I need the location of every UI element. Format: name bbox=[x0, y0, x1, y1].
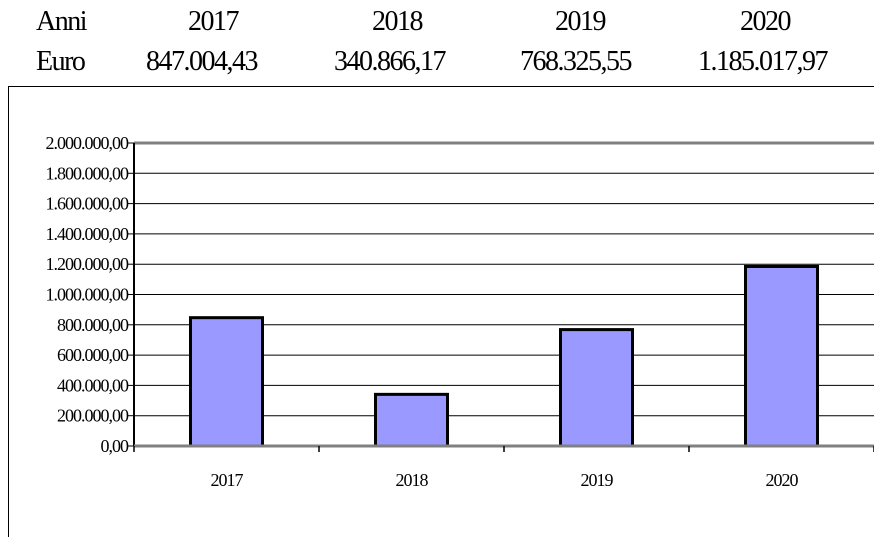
y-tick-label: 1.200.000,00 bbox=[46, 254, 130, 274]
y-tick-label: 1.000.000,00 bbox=[46, 285, 130, 305]
year-2018: 2018 bbox=[372, 6, 424, 37]
amount-2019: 768.325,55 bbox=[520, 46, 633, 77]
amount-2020: 1.185.017,97 bbox=[698, 46, 829, 77]
year-2020: 2020 bbox=[740, 6, 792, 37]
x-tick-label: 2017 bbox=[211, 470, 244, 490]
y-tick-label: 1.600.000,00 bbox=[46, 194, 130, 214]
chart-frame bbox=[8, 86, 874, 537]
bar-2018 bbox=[374, 392, 449, 448]
x-tick-labels: 2017 2018 2019 2020 bbox=[211, 470, 800, 490]
y-tick-label: 2.000.000,00 bbox=[46, 133, 130, 153]
x-tick-label: 2020 bbox=[766, 470, 799, 490]
bar-2017 bbox=[189, 316, 264, 448]
year-2019: 2019 bbox=[555, 6, 607, 37]
y-tick-label: 600.000,00 bbox=[57, 345, 129, 365]
bar-2019 bbox=[559, 328, 634, 448]
y-tick-label: 1.800.000,00 bbox=[46, 163, 130, 183]
y-tick-label: 200.000,00 bbox=[57, 406, 129, 426]
amount-2018: 340.866,17 bbox=[334, 46, 447, 77]
x-tick-label: 2018 bbox=[396, 470, 429, 490]
year-2017: 2017 bbox=[188, 6, 240, 37]
y-tick-label: 0,00 bbox=[101, 436, 130, 456]
y-tick-label: 400.000,00 bbox=[57, 375, 129, 395]
bar-2020 bbox=[744, 264, 819, 448]
y-tick-label: 1.400.000,00 bbox=[46, 224, 130, 244]
axes bbox=[133, 143, 874, 452]
y-tick-label: 800.000,00 bbox=[57, 315, 129, 335]
header-label: Anni bbox=[36, 6, 88, 37]
amount-2017: 847.004,43 bbox=[146, 46, 259, 77]
value-label: Euro bbox=[36, 46, 86, 77]
y-tick-labels: 0,00 200.000,00 400.000,00 600.000,00 800.00… bbox=[46, 133, 131, 456]
x-tick-label: 2019 bbox=[581, 470, 614, 490]
bars bbox=[189, 264, 819, 448]
data-table: Anni Euro 2017 2018 2019 2020 847.004,43… bbox=[0, 0, 874, 88]
